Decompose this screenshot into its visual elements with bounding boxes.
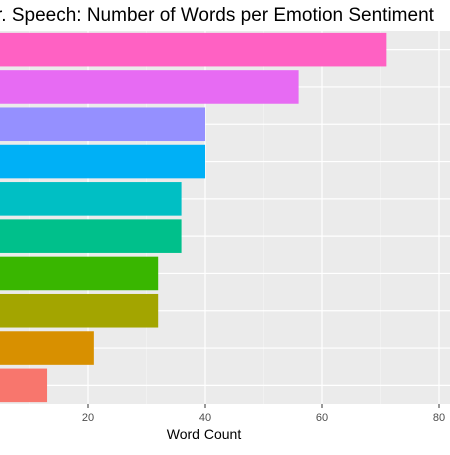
- bar: [0, 293, 159, 328]
- bar: [0, 70, 299, 104]
- x-tick-label: 80: [433, 412, 445, 424]
- x-axis-title: Word Count: [167, 426, 242, 442]
- bar: [0, 331, 94, 365]
- bar: [0, 256, 159, 291]
- bar: [0, 219, 182, 253]
- x-tick-label: 40: [199, 412, 211, 424]
- bars: [0, 32, 387, 403]
- chart-title: r. Speech: Number of Words per Emotion S…: [0, 5, 435, 26]
- x-tick-label: 60: [316, 412, 328, 424]
- bar: [0, 144, 205, 179]
- x-axis-ticks: 20 40 60 80: [82, 404, 445, 424]
- x-tick-label: 20: [82, 412, 94, 424]
- bar: [0, 107, 205, 142]
- bar: [0, 182, 182, 216]
- bar: [0, 368, 48, 403]
- bar: [0, 32, 387, 67]
